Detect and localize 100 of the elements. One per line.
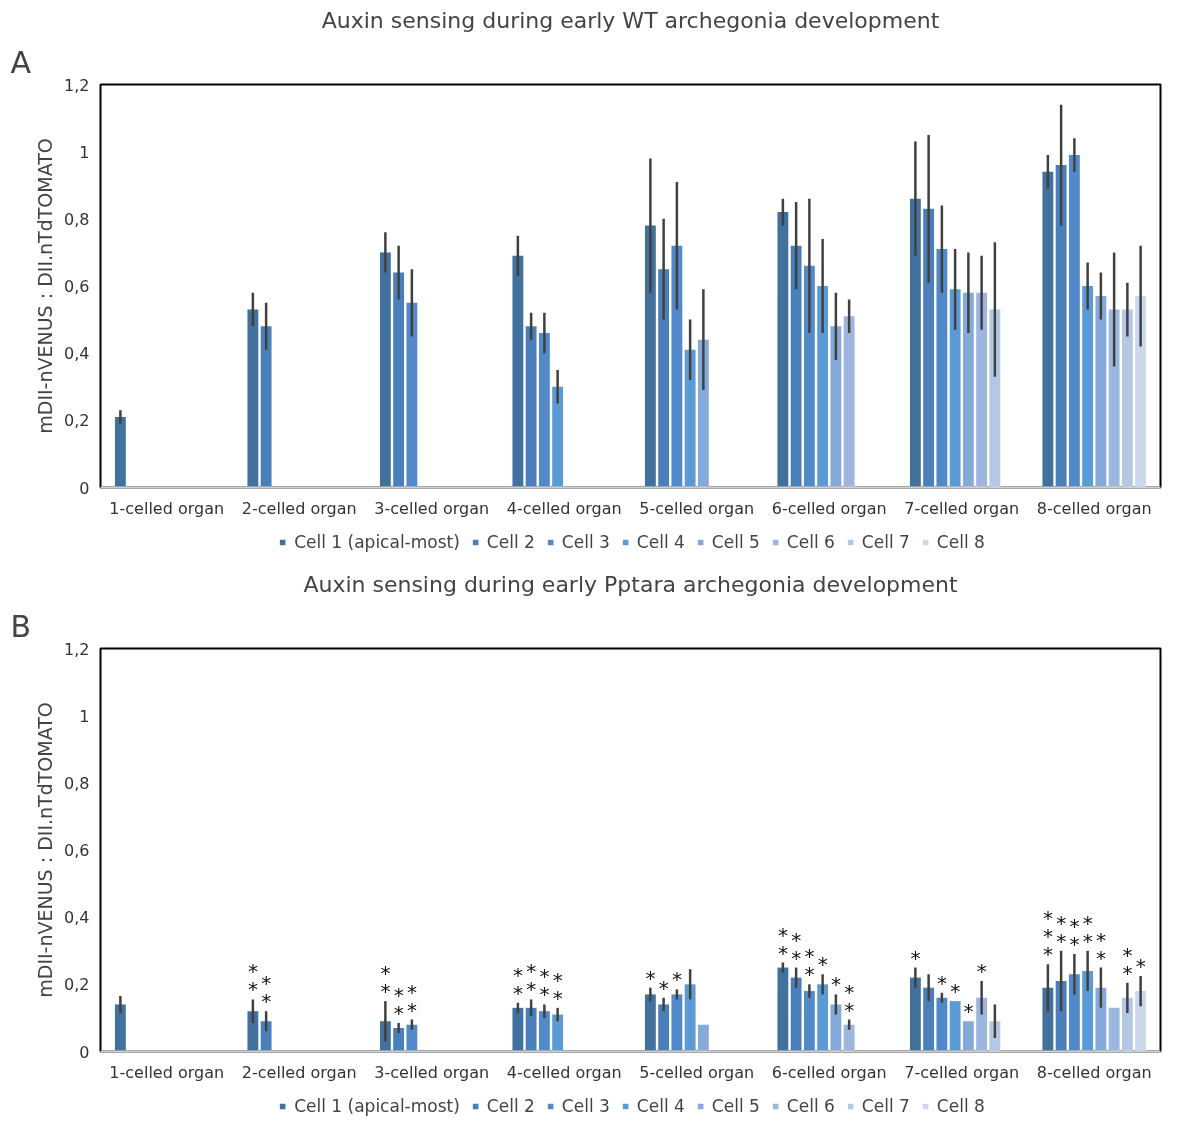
data-label: * bbox=[976, 958, 987, 983]
data-label: * * bbox=[380, 961, 391, 1004]
y-tick-label: 0,8 bbox=[64, 209, 90, 229]
data-label: * * bbox=[844, 979, 855, 1022]
bar bbox=[1108, 1007, 1120, 1052]
bar bbox=[684, 984, 696, 1052]
data-label: * * bbox=[261, 971, 272, 1014]
data-label: * bbox=[910, 945, 921, 970]
legend-label: Cell 8 bbox=[936, 532, 985, 552]
y-tick-label: 0 bbox=[79, 478, 90, 498]
data-label: * bbox=[671, 967, 682, 992]
bar bbox=[909, 977, 921, 1052]
data-label: * * bbox=[1069, 914, 1080, 957]
bar bbox=[923, 208, 935, 488]
x-tick-label: 7-celled organ bbox=[904, 1062, 1020, 1082]
data-label: * * bbox=[791, 927, 802, 970]
data-label: * * bbox=[552, 967, 563, 1010]
bar bbox=[1068, 974, 1080, 1052]
bar bbox=[1068, 155, 1080, 488]
data-label: * * bbox=[777, 922, 788, 965]
x-tick-label: 2-celled organ bbox=[241, 1062, 357, 1082]
data-label: * bbox=[658, 975, 669, 1000]
bar bbox=[976, 997, 988, 1052]
bar bbox=[949, 1001, 961, 1052]
bar bbox=[538, 333, 550, 488]
y-axis-title: mDII-nVENUS : DII.nTdTOMATO bbox=[34, 702, 57, 998]
bar bbox=[1135, 296, 1147, 488]
bar bbox=[1042, 171, 1054, 488]
bar bbox=[1095, 987, 1107, 1052]
chart-title: Auxin sensing during early Pptara archegonia development bbox=[303, 571, 958, 597]
bar bbox=[843, 316, 855, 488]
legend-label: Cell 8 bbox=[936, 1096, 985, 1116]
bar bbox=[976, 292, 988, 488]
data-label: * bbox=[830, 972, 841, 997]
data-label: * bbox=[1135, 953, 1146, 978]
bar bbox=[1055, 165, 1067, 488]
legend-label: Cell 3 bbox=[561, 532, 610, 552]
bar bbox=[777, 967, 789, 1052]
data-label: * bbox=[645, 965, 656, 990]
y-tick-label: 0,4 bbox=[64, 908, 90, 928]
legend-label: Cell 3 bbox=[561, 1096, 610, 1116]
data-label: * * bbox=[406, 979, 417, 1022]
bar bbox=[114, 1004, 126, 1052]
legend-label: Cell 7 bbox=[861, 532, 910, 552]
bar bbox=[512, 255, 524, 488]
bar bbox=[1121, 997, 1133, 1052]
bar bbox=[393, 1027, 405, 1052]
data-label: * bbox=[936, 970, 947, 995]
data-label: * * bbox=[247, 959, 258, 1002]
data-label: * * bbox=[512, 962, 523, 1005]
legend-label: Cell 2 bbox=[486, 1096, 535, 1116]
bar bbox=[1042, 987, 1054, 1052]
legend-label: Cell 7 bbox=[861, 1096, 910, 1116]
bar bbox=[830, 1004, 842, 1052]
data-label: * * bbox=[1056, 910, 1067, 953]
bar bbox=[843, 1024, 855, 1052]
text: A bbox=[10, 44, 32, 80]
x-tick-label: 2-celled organ bbox=[241, 498, 357, 518]
data-label: * bbox=[963, 999, 974, 1024]
data-label: * * bbox=[1122, 942, 1133, 985]
bar bbox=[989, 309, 1001, 488]
bar bbox=[671, 994, 683, 1052]
y-tick-label: 0,6 bbox=[64, 841, 90, 860]
bar bbox=[697, 339, 709, 488]
bar bbox=[817, 984, 829, 1052]
y-tick-label: 0,2 bbox=[64, 975, 90, 995]
x-tick-label: 6-celled organ bbox=[771, 498, 887, 518]
y-tick-label: 0,8 bbox=[64, 773, 90, 793]
chart-title: Auxin sensing during early WT archegonia development bbox=[321, 7, 940, 33]
bar bbox=[393, 272, 405, 488]
data-label: * * * bbox=[1042, 906, 1053, 967]
y-tick-label: 1,2 bbox=[64, 639, 90, 659]
bar bbox=[830, 326, 842, 488]
bar bbox=[114, 416, 126, 488]
bar bbox=[658, 1004, 670, 1052]
bar bbox=[644, 225, 656, 488]
legend-label: Cell 5 bbox=[711, 532, 760, 552]
bar bbox=[790, 977, 802, 1052]
x-tick-label: 3-celled organ bbox=[374, 1062, 490, 1082]
text: B bbox=[10, 608, 32, 644]
legend-label: Cell 6 bbox=[786, 1096, 835, 1116]
bar bbox=[777, 212, 789, 488]
data-label: * * bbox=[393, 982, 404, 1025]
bar bbox=[525, 326, 537, 488]
bar bbox=[803, 265, 815, 488]
bar bbox=[803, 991, 815, 1052]
bar bbox=[684, 349, 696, 488]
y-tick-label: 0,4 bbox=[64, 344, 90, 364]
x-tick-label: 4-celled organ bbox=[506, 1062, 622, 1082]
y-tick-label: 0 bbox=[79, 1042, 90, 1062]
bar bbox=[936, 249, 948, 488]
legend-label: Cell 1 (apical-most) bbox=[294, 532, 460, 552]
bar bbox=[260, 326, 272, 488]
bar bbox=[1055, 980, 1067, 1052]
bar bbox=[697, 1024, 709, 1052]
bar bbox=[552, 386, 564, 488]
bar bbox=[962, 1021, 974, 1052]
bar bbox=[790, 245, 802, 488]
x-tick-label: 4-celled organ bbox=[506, 498, 622, 518]
data-label: * * bbox=[539, 964, 550, 1007]
